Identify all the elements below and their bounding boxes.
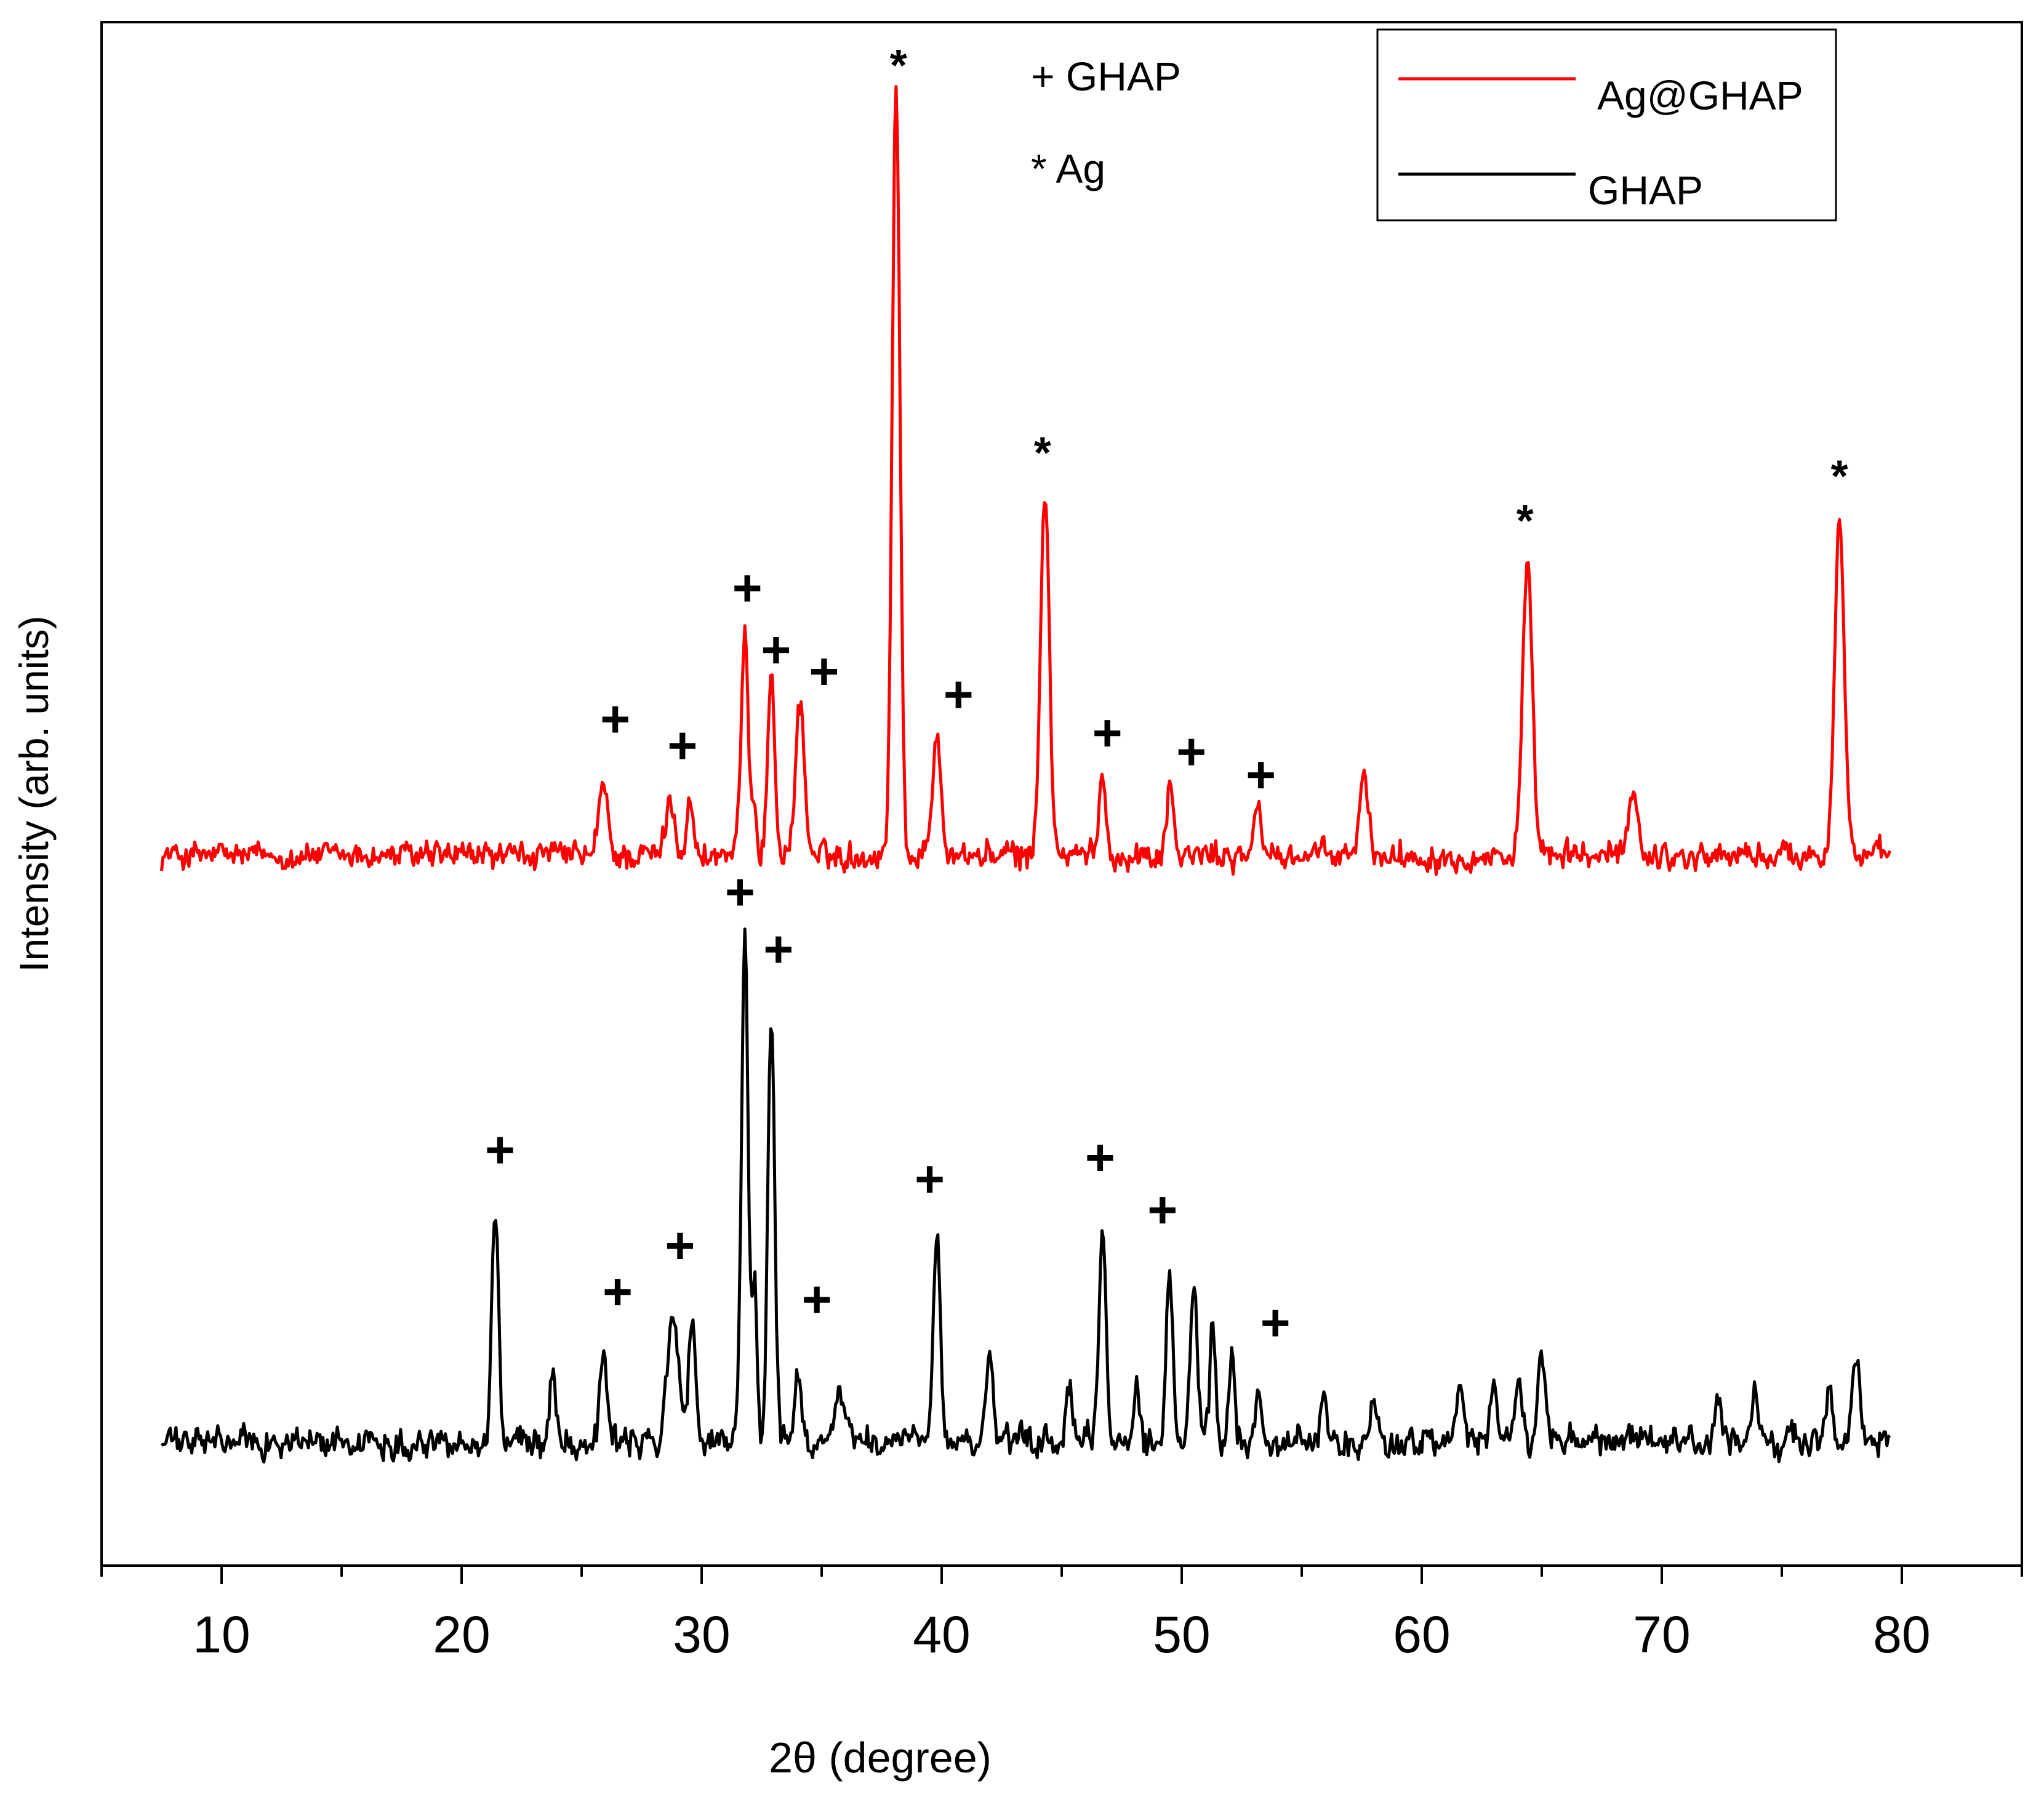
x-tick-label: 80 [1873, 1606, 1930, 1663]
legend-entry-ghap: GHAP [1588, 167, 1703, 213]
x-tick-label: 30 [673, 1606, 730, 1663]
x-tick-label: 10 [193, 1606, 250, 1663]
x-tick-label: 70 [1633, 1606, 1690, 1663]
legend: Ag@GHAP GHAP [1376, 28, 1837, 222]
ghap-peak-marker: + [1085, 1128, 1115, 1186]
legend-entry-ag-ghap: Ag@GHAP [1597, 73, 1803, 118]
marker-key-ghap: + GHAP [1031, 54, 1181, 99]
ghap-peak-marker: + [944, 665, 974, 723]
ghap-peak-marker: + [761, 620, 791, 678]
series-layer [160, 85, 1891, 1464]
ghap-peak-marker: + [1246, 745, 1276, 803]
ghap-peak-marker: + [667, 716, 697, 774]
ghap-peak-marker: + [809, 642, 839, 700]
x-axis-label: 2θ (degree) [769, 1734, 992, 1782]
annotation-layer: + +++ + ++ + +****+++++++ +++ [485, 41, 1848, 1351]
ag-peak-marker: * [1831, 452, 1848, 501]
ghap-peak-marker: + [1260, 1294, 1291, 1351]
x-axis: 10 20 30 40 50 60 70 80 [100, 1566, 2023, 1663]
legend-box [1376, 28, 1837, 222]
ghap-peak-marker: + [915, 1150, 945, 1208]
ag-peak-marker: * [890, 41, 907, 90]
ghap-peak-marker: + [732, 559, 763, 617]
series-line-ag-ghap [160, 85, 1891, 876]
y-axis-label: Intensity (arb. units) [11, 615, 57, 972]
x-tick-label: 40 [913, 1606, 970, 1663]
ghap-peak-marker: + [1092, 704, 1123, 762]
ghap-peak-marker: + [603, 1263, 633, 1321]
ghap-peak-marker: + [485, 1121, 515, 1179]
x-tick-label: 20 [433, 1606, 490, 1663]
marker-key-ag: * Ag [1031, 146, 1105, 191]
ag-peak-marker: * [1034, 429, 1051, 478]
ghap-peak-marker: + [1176, 722, 1206, 780]
ghap-peak-marker: + [802, 1270, 832, 1328]
ghap-peak-marker: + [600, 690, 630, 748]
ghap-peak-marker: + [725, 863, 755, 921]
series-line-ghap [161, 927, 1891, 1464]
x-tick-label: 50 [1153, 1606, 1210, 1663]
ghap-peak-marker: + [763, 920, 793, 978]
ghap-peak-marker: + [665, 1216, 695, 1274]
ag-peak-marker: * [1517, 497, 1534, 546]
ghap-peak-marker: + [1147, 1181, 1177, 1239]
x-tick-label: 60 [1393, 1606, 1450, 1663]
